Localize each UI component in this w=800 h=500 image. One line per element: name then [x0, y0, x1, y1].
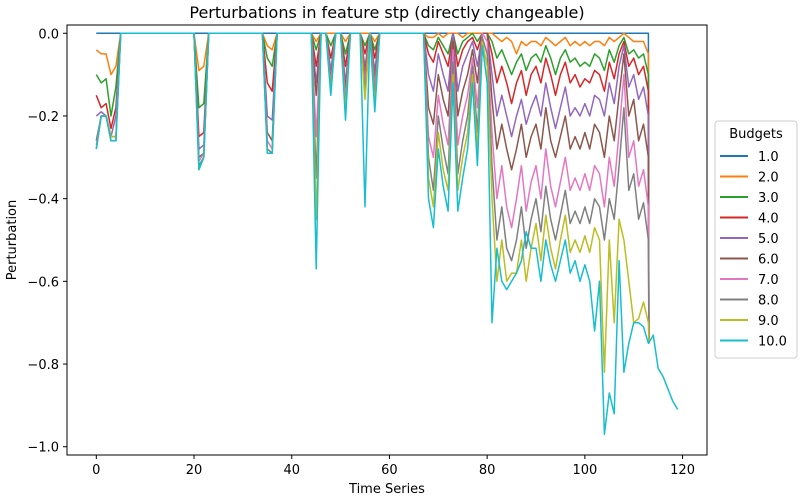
y-axis: 0.0 −0.2 −0.4 −0.6 −0.8 −1.0 — [27, 27, 67, 456]
x-tick-label: 20 — [186, 463, 203, 478]
series-line-4.0 — [95, 32, 650, 344]
chart-title: Perturbations in feature stp (directly c… — [189, 3, 584, 22]
plot-area — [66, 24, 708, 456]
legend-label: 10.0 — [758, 335, 787, 350]
series-line-3.0 — [95, 32, 650, 344]
legend-items: 1.0 2.0 3.0 4.0 5.0 6.0 7.0 8.0 9.0 10.0 — [720, 150, 787, 350]
series-line-5.0 — [95, 32, 650, 344]
y-tick-label: −0.6 — [27, 275, 59, 290]
series-group — [95, 32, 679, 436]
y-axis-title: Perturbation — [5, 200, 20, 281]
legend: Budgets 1.0 2.0 3.0 4.0 5.0 6.0 7.0 8.0 9.0 10.0 — [714, 120, 798, 359]
y-tick-label: −0.4 — [27, 193, 59, 208]
x-axis: 0 20 40 60 80 100 120 — [92, 455, 695, 478]
legend-label: 4.0 — [758, 212, 779, 227]
legend-label: 6.0 — [758, 253, 779, 268]
plot-frame — [66, 24, 708, 456]
x-tick-label: 100 — [572, 463, 597, 478]
series-line-10.0 — [95, 32, 679, 436]
x-tick-label: 0 — [92, 463, 100, 478]
legend-label: 8.0 — [758, 294, 779, 309]
y-tick-label: −0.8 — [27, 358, 59, 373]
y-tick-label: −0.2 — [27, 110, 59, 125]
series-line-6.0 — [95, 32, 650, 344]
legend-label: 2.0 — [758, 171, 779, 186]
x-tick-label: 80 — [479, 463, 496, 478]
legend-label: 3.0 — [758, 191, 779, 206]
legend-title: Budgets — [729, 127, 783, 142]
series-line-7.0 — [95, 32, 650, 344]
y-tick-label: −1.0 — [27, 441, 59, 456]
legend-label: 9.0 — [758, 314, 779, 329]
x-tick-label: 40 — [283, 463, 300, 478]
plot-background — [67, 25, 707, 455]
x-axis-title: Time Series — [348, 482, 425, 497]
series-line-8.0 — [95, 32, 650, 344]
legend-label: 5.0 — [758, 232, 779, 247]
x-tick-label: 120 — [670, 463, 695, 478]
legend-label: 1.0 — [758, 150, 779, 165]
legend-label: 7.0 — [758, 273, 779, 288]
y-tick-label: 0.0 — [38, 27, 59, 42]
x-tick-label: 60 — [381, 463, 398, 478]
